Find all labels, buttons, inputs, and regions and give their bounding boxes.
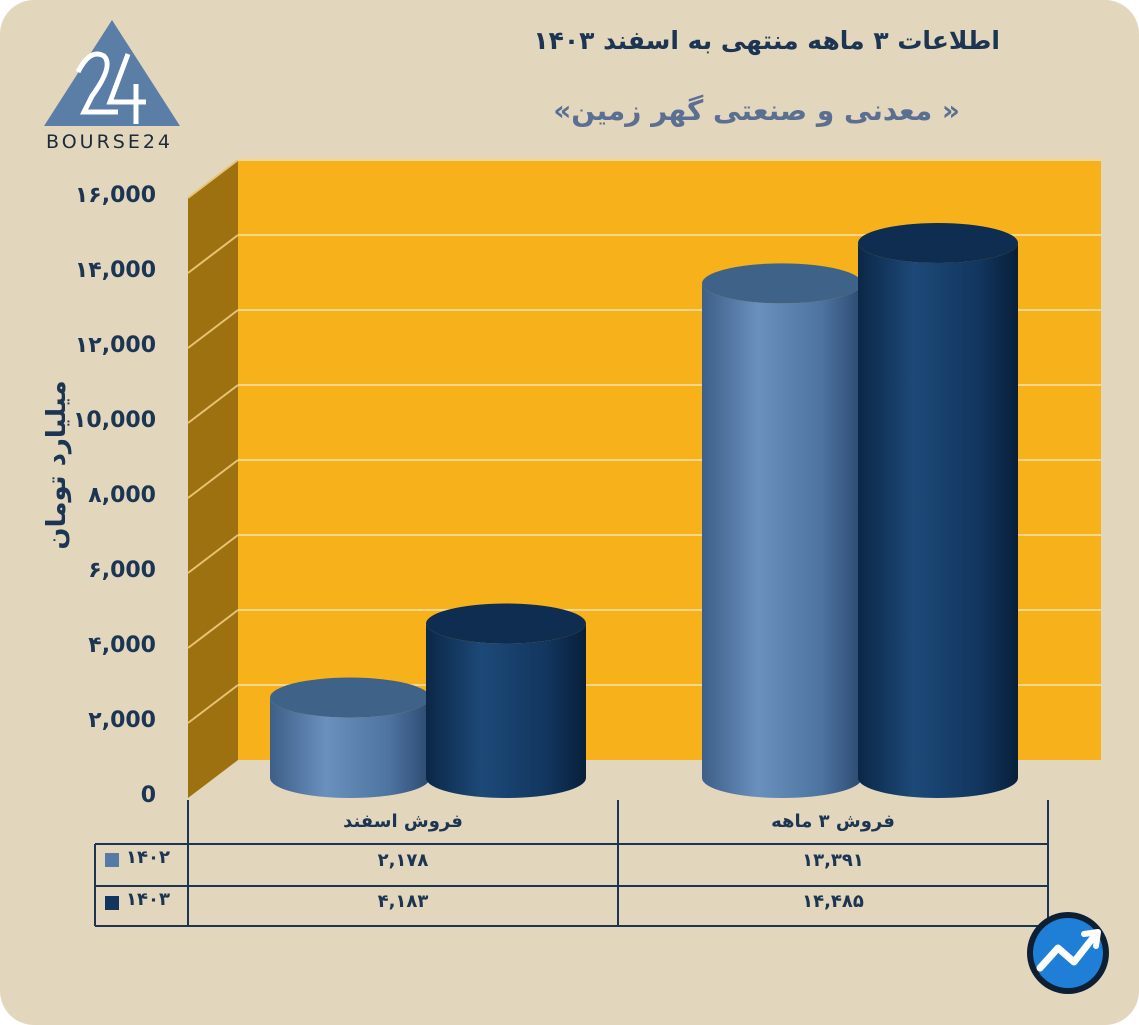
table-cell-1403-3month: ۱۴,۴۸۵ (802, 891, 864, 912)
chart-subtitle: « معدنی و صنعتی گهر زمین» (553, 94, 960, 127)
gridline-side (187, 159, 239, 199)
legend-swatch-1403 (105, 896, 119, 910)
gridline-side (187, 309, 239, 349)
table-cell-1402-3month: ۱۳,۳۹۱ (802, 850, 864, 871)
y-tick-label: ۱۴,000 (74, 258, 156, 283)
gridline-side (187, 459, 239, 499)
table-cell-1402-esfand: ۲,۱۷۸ (377, 850, 429, 871)
gridline-side (187, 609, 239, 649)
gridline-side (187, 534, 239, 574)
bar-0-0 (270, 677, 430, 798)
legend-label-1402: ۱۴۰۲ (126, 847, 170, 868)
category-label-3month: فروش ۳ ماهه (771, 811, 895, 832)
table-cell-1403-esfand: ۴,۱۸۳ (377, 891, 429, 912)
y-tick-label: ۱۲,000 (74, 333, 156, 358)
data-table-grid (94, 800, 1049, 927)
y-axis-label: میلیارد تومان (12, 365, 102, 565)
y-tick-label: ۱۶,000 (74, 183, 156, 208)
logo-text: BOURSE24 (46, 131, 174, 153)
bar-1-1 (858, 222, 1018, 798)
bar-body (858, 242, 1018, 798)
y-axis-label-text: میلیارد تومان (42, 380, 72, 550)
y-tick-label: ۲,000 (88, 708, 156, 733)
y-tick-label: 0 (140, 783, 156, 808)
bar-cap (426, 603, 586, 644)
chart-title: اطلاعات ۳ ماهه منتهی به اسفند ۱۴۰۳ (533, 26, 1000, 55)
gridline-side (187, 234, 239, 274)
y-tick-label: ۱0,000 (72, 408, 156, 433)
y-tick-label: ۴,000 (88, 633, 156, 658)
y-tick-label: ۸,000 (88, 483, 156, 508)
bar-body (426, 623, 586, 798)
bar-cap (270, 677, 430, 718)
category-label-esfand: فروش اسفند (343, 811, 463, 832)
bar-1-0 (426, 603, 586, 798)
brand-badge-icon (1027, 912, 1109, 994)
bar-body (270, 697, 430, 798)
legend-label-1403: ۱۴۰۳ (126, 889, 170, 910)
legend-swatch-1402 (105, 853, 119, 867)
gridline-side (187, 684, 239, 724)
logo-mark (44, 20, 180, 126)
bar-cap (858, 222, 1018, 263)
y-tick-label: ۶,000 (88, 558, 156, 583)
gridline-side (187, 384, 239, 424)
bar-body (702, 283, 862, 798)
bar-cap (702, 263, 862, 304)
bar-0-1 (702, 263, 862, 798)
bars (270, 222, 1018, 798)
